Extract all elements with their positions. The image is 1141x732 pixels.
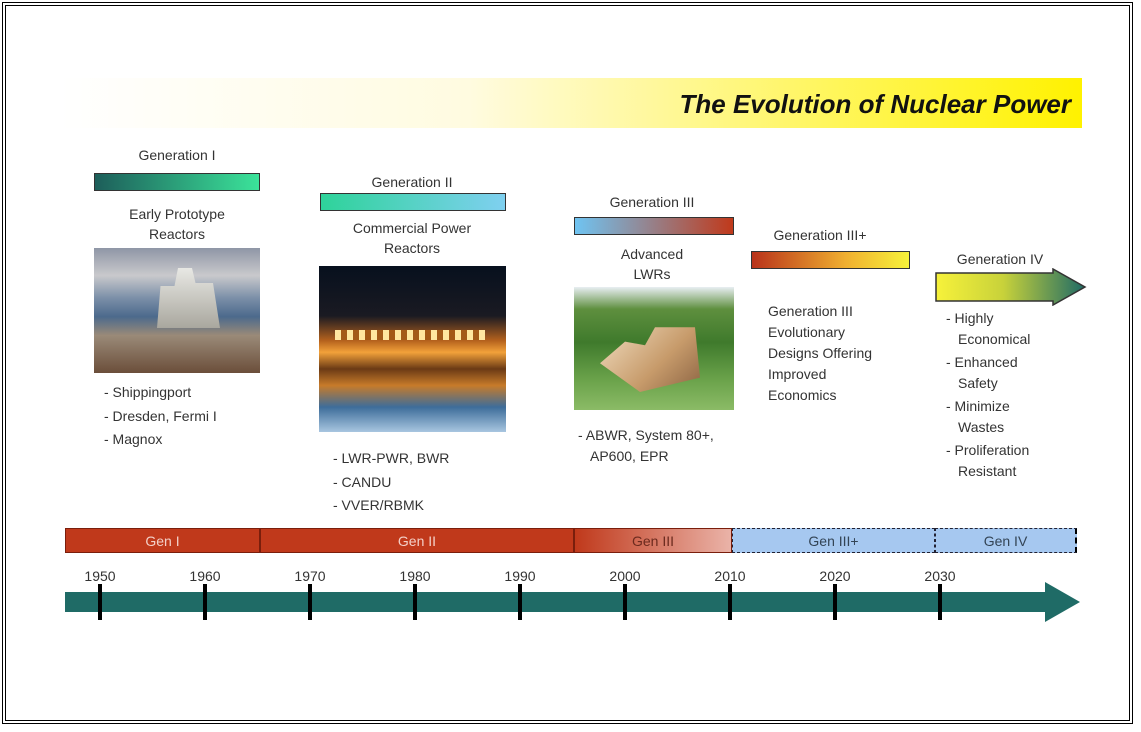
generation-description: Advanced bbox=[621, 245, 683, 263]
year-tick bbox=[518, 584, 522, 620]
generation-item: - Highly bbox=[946, 309, 993, 327]
generation-item: - ABWR, System 80+, bbox=[578, 426, 714, 444]
generation-item: Economical bbox=[958, 330, 1030, 348]
generation-description: Improved bbox=[768, 365, 826, 383]
generation-iv-arrow bbox=[935, 268, 1087, 306]
timeline-shaft bbox=[65, 582, 1080, 622]
year-tick bbox=[98, 584, 102, 620]
year-tick bbox=[623, 584, 627, 620]
generation-description: Designs Offering bbox=[768, 344, 872, 362]
year-label: 1980 bbox=[399, 567, 430, 585]
year-label: 2010 bbox=[714, 567, 745, 585]
generation-description: LWRs bbox=[633, 265, 670, 283]
generation-label: Generation I bbox=[138, 146, 215, 164]
generation-description: Commercial Power bbox=[353, 219, 471, 237]
generation-description: Early Prototype bbox=[129, 205, 225, 223]
year-tick bbox=[833, 584, 837, 620]
generation-bar bbox=[320, 193, 506, 211]
generation-label: Generation III bbox=[610, 193, 695, 211]
arrow-shape bbox=[936, 269, 1085, 305]
year-tick bbox=[203, 584, 207, 620]
year-label: 1970 bbox=[294, 567, 325, 585]
generation-label: Generation II bbox=[372, 173, 453, 191]
generation-item: - Enhanced bbox=[946, 353, 1018, 371]
generation-bar bbox=[574, 217, 734, 235]
year-label: 1950 bbox=[84, 567, 115, 585]
year-tick bbox=[728, 584, 732, 620]
year-tick bbox=[413, 584, 417, 620]
generation-item: - Proliferation bbox=[946, 441, 1029, 459]
timeline-arrow bbox=[60, 580, 1085, 624]
generation-item: - Dresden, Fermi I bbox=[104, 407, 217, 425]
era-segment: Gen IV bbox=[935, 528, 1077, 553]
era-segment: Gen III+ bbox=[732, 528, 935, 553]
year-tick bbox=[308, 584, 312, 620]
year-label: 1960 bbox=[189, 567, 220, 585]
generation-item: Wastes bbox=[958, 418, 1004, 436]
generation-item: - Magnox bbox=[104, 430, 162, 448]
generation-item: AP600, EPR bbox=[590, 447, 669, 465]
year-label: 2000 bbox=[609, 567, 640, 585]
generation-item: - VVER/RBMK bbox=[333, 496, 424, 514]
generation-bar bbox=[94, 173, 260, 191]
generation-item: Resistant bbox=[958, 462, 1016, 480]
photo-lights bbox=[335, 330, 485, 340]
generation-item: - CANDU bbox=[333, 473, 391, 491]
generation-description: Economics bbox=[768, 386, 836, 404]
title: The Evolution of Nuclear Power bbox=[680, 88, 1072, 120]
generation-item: - LWR-PWR, BWR bbox=[333, 449, 449, 467]
generation-description: Generation III bbox=[768, 302, 853, 320]
era-segment: Gen II bbox=[260, 528, 574, 553]
generation-item: - Shippingport bbox=[104, 383, 191, 401]
generation-bar bbox=[751, 251, 910, 269]
generation-item: - Minimize bbox=[946, 397, 1010, 415]
year-label: 2020 bbox=[819, 567, 850, 585]
era-segment: Gen III bbox=[574, 528, 732, 553]
generation-item: Safety bbox=[958, 374, 998, 392]
year-label: 2030 bbox=[924, 567, 955, 585]
generation-description: Reactors bbox=[384, 239, 440, 257]
year-label: 1990 bbox=[504, 567, 535, 585]
era-segment: Gen I bbox=[65, 528, 260, 553]
page: The Evolution of Nuclear Power Gen I Gen… bbox=[0, 0, 1141, 732]
generation-label: Generation III+ bbox=[773, 226, 866, 244]
photo bbox=[319, 266, 506, 432]
generation-description: Evolutionary bbox=[768, 323, 845, 341]
generation-description: Reactors bbox=[149, 225, 205, 243]
generation-label: Generation IV bbox=[957, 250, 1043, 268]
year-tick bbox=[938, 584, 942, 620]
